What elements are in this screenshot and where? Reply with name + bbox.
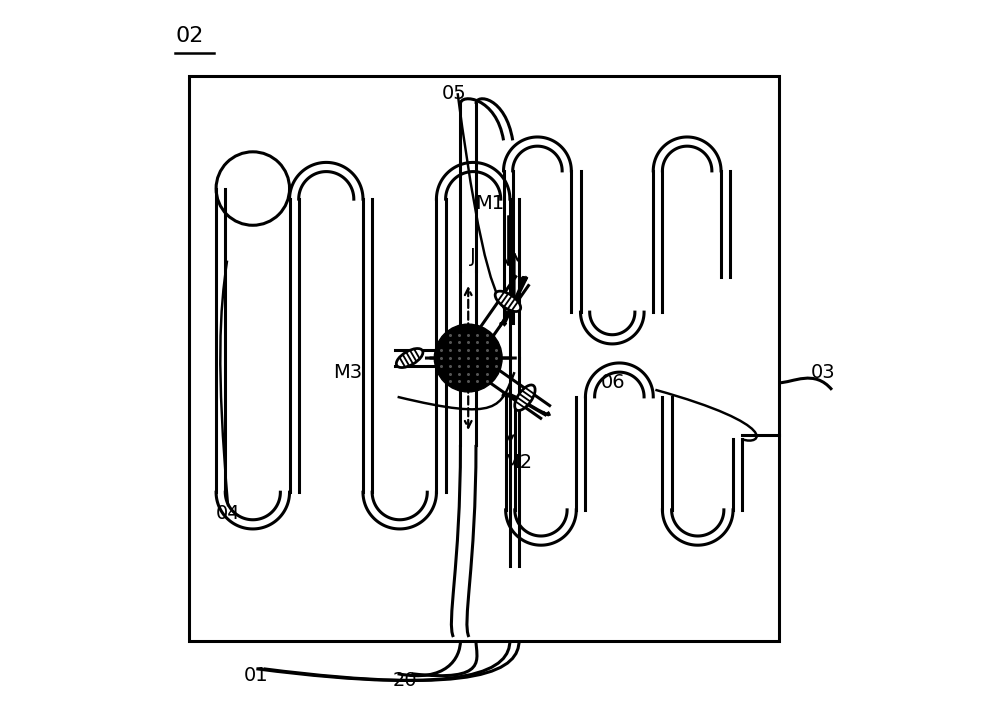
Text: 04: 04 (216, 504, 240, 523)
Text: 03: 03 (811, 363, 835, 381)
Ellipse shape (495, 291, 521, 311)
Text: M3: M3 (333, 363, 362, 381)
Text: M1: M1 (475, 194, 504, 213)
Circle shape (434, 324, 502, 392)
Text: 20: 20 (392, 671, 417, 691)
Text: 01: 01 (244, 666, 269, 686)
Ellipse shape (396, 349, 423, 367)
Ellipse shape (515, 385, 535, 411)
Text: 02: 02 (175, 26, 204, 46)
Bar (189, 76, 779, 640)
Text: 06: 06 (601, 373, 625, 392)
Text: M2: M2 (504, 453, 533, 472)
Text: 05: 05 (442, 84, 466, 103)
Text: J: J (470, 247, 476, 266)
Circle shape (216, 152, 290, 225)
Text: J': J' (470, 351, 481, 370)
